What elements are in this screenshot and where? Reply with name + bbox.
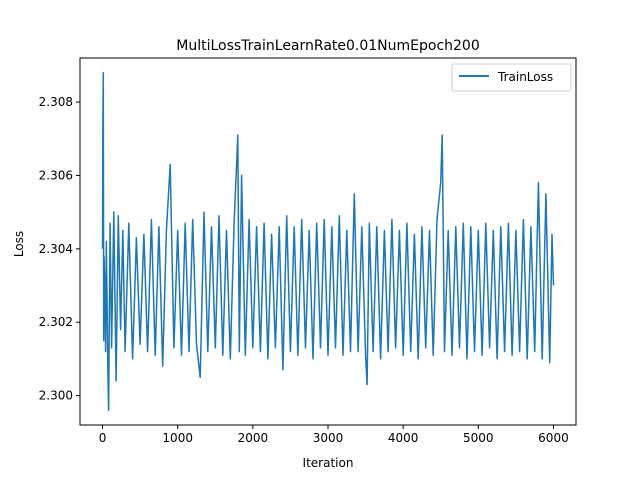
y-tick-label: 2.308	[39, 95, 73, 109]
series-line-trainloss	[101, 71, 555, 412]
y-tick-label: 2.302	[39, 315, 73, 329]
y-tick-label: 2.306	[39, 168, 73, 182]
x-tick-label: 4000	[388, 431, 419, 445]
x-tick-label: 6000	[538, 431, 569, 445]
legend-box	[451, 63, 572, 92]
legend: TrainLoss	[451, 63, 572, 92]
x-tick-label: 1000	[162, 431, 193, 445]
y-axis-label: Loss	[12, 231, 26, 257]
y-tick-label: 2.300	[39, 389, 73, 403]
chart-title: MultiLossTrainLearnRate0.01NumEpoch200	[176, 38, 480, 54]
x-tick-label: 0	[99, 431, 107, 445]
legend-label-trainloss: TrainLoss	[497, 70, 553, 84]
x-axis-label: Iteration	[303, 456, 354, 470]
x-tick-label: 2000	[238, 431, 269, 445]
plot-area: 0 1000 2000 3000 4000 5000 6000 2.300 2.302 2.304…	[39, 57, 577, 445]
y-tick-label: 2.304	[39, 242, 73, 256]
x-tick-label: 5000	[463, 431, 494, 445]
x-tick-label: 3000	[313, 431, 344, 445]
